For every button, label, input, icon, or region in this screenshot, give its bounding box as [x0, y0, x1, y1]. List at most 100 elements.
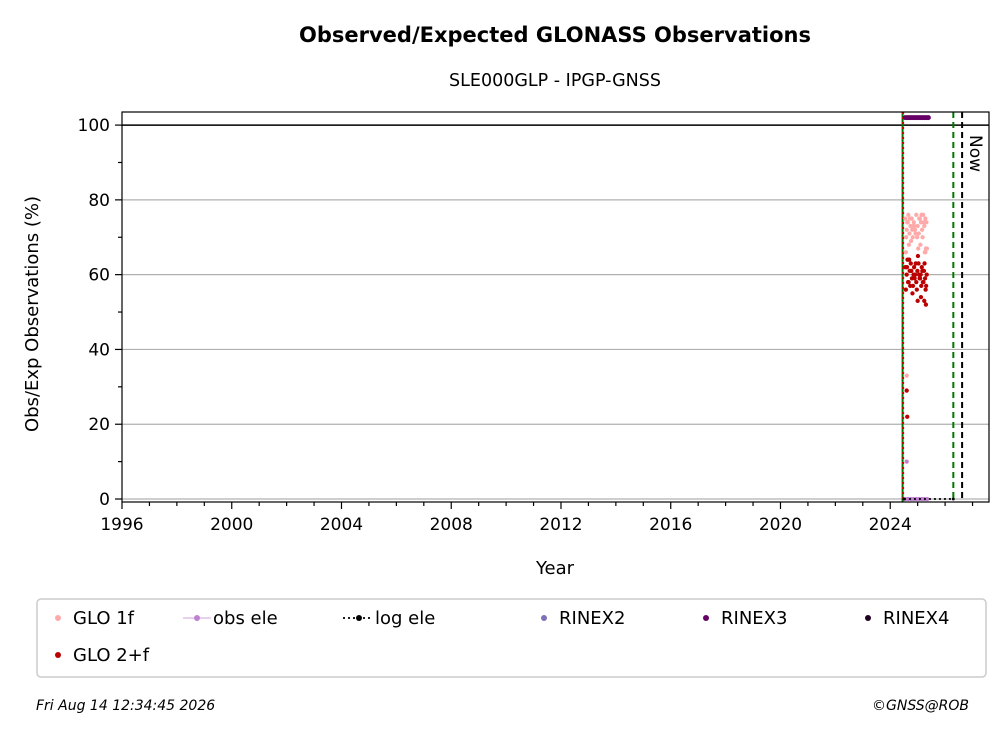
now-label: Now — [965, 135, 985, 172]
x-axis-label: Year — [535, 558, 575, 579]
point-glo-1f — [910, 235, 915, 240]
x-tick-label: 2016 — [649, 515, 692, 535]
point-glo-2-f — [904, 388, 909, 393]
point-glo-2-f — [916, 272, 922, 277]
point-glo-1f — [923, 216, 928, 221]
point-glo-2-f — [921, 279, 926, 285]
point-glo-1f — [916, 246, 921, 251]
y-tick-label: 100 — [78, 116, 110, 136]
x-tick-label: 2020 — [759, 515, 802, 535]
point-glo-2-f — [908, 283, 913, 289]
point-glo-2-f — [905, 279, 911, 285]
point-glo-2-f — [914, 287, 919, 292]
point-log-ele — [951, 497, 955, 501]
point-glo-2-f — [922, 298, 927, 303]
point-glo-2-f — [922, 261, 927, 266]
point-glo-2-f — [912, 276, 917, 281]
point-glo-1f — [907, 216, 913, 221]
x-tick-label: 2024 — [869, 515, 912, 535]
point-glo-1f — [919, 212, 924, 217]
legend-label-rinex3: RINEX3 — [721, 608, 787, 629]
point-glo-1f — [911, 220, 916, 225]
point-glo-1f — [917, 216, 922, 221]
point-glo-2-f — [913, 261, 918, 266]
legend-marker-rinex4 — [865, 615, 871, 621]
legend: GLO 1f obs ele log ele RINEX2 RINEX3 RINEX4 GL… — [55, 608, 949, 666]
point-glo-1f — [920, 235, 925, 240]
legend-marker-rinex3 — [703, 615, 709, 621]
point-glo-1f — [903, 250, 909, 255]
point-glo-2-f — [910, 291, 915, 296]
point-glo-2-f — [904, 265, 910, 270]
legend-box — [36, 598, 987, 678]
point-glo-1f — [904, 373, 909, 378]
point-glo-1f — [910, 227, 915, 232]
x-tick-label: 2000 — [210, 515, 253, 535]
vertical-marker-lines — [901, 112, 964, 502]
legend-label-rinex4: RINEX4 — [883, 608, 949, 629]
point-glo-2-f — [915, 298, 920, 303]
footer-credit: ©GNSS@ROB — [872, 698, 969, 714]
point-glo-1f — [903, 216, 908, 221]
point-glo-2-f — [923, 302, 929, 307]
point-glo-1f — [908, 238, 914, 244]
point-glo-2-f — [911, 265, 917, 270]
legend-marker-glo-1f — [55, 615, 61, 621]
y-tick-label: 80 — [88, 191, 110, 211]
point-glo-2-f — [909, 268, 914, 274]
y-tick-label: 0 — [99, 490, 110, 510]
point-glo-1f — [907, 231, 912, 236]
point-glo-2-f — [923, 287, 928, 292]
legend-label-rinex2: RINEX2 — [559, 608, 625, 629]
point-log-ele — [902, 497, 906, 501]
point-glo-2-f — [917, 276, 923, 281]
y-axis-label: Obs/Exp Observations (%) — [22, 196, 43, 432]
point-glo-1f — [924, 246, 930, 251]
point-obs-ele — [904, 459, 909, 464]
x-tick-label: 2008 — [430, 515, 473, 535]
y-tick-label: 60 — [88, 266, 110, 286]
x-tick-label: 2004 — [320, 515, 363, 535]
point-glo-2-f — [904, 272, 909, 277]
point-glo-1f — [921, 220, 926, 225]
point-rinex3 — [925, 115, 931, 121]
chart-title: Observed/Expected GLONASS Observations — [299, 23, 811, 47]
point-glo-1f — [915, 223, 920, 229]
point-glo-2-f — [915, 268, 920, 274]
point-glo-2-f — [907, 257, 912, 262]
point-glo-1f — [918, 242, 923, 247]
point-glo-1f — [906, 242, 912, 247]
point-obs-ele — [925, 496, 930, 502]
y-tick-label: 40 — [88, 340, 110, 360]
point-glo-1f — [914, 235, 920, 240]
legend-label-glo-1f: GLO 1f — [73, 608, 135, 629]
data-points — [902, 115, 955, 502]
point-glo-1f — [904, 227, 909, 232]
point-glo-2-f — [915, 253, 921, 259]
point-glo-2-f — [920, 268, 925, 274]
point-glo-2-f — [905, 414, 910, 419]
point-glo-1f — [916, 231, 921, 236]
point-glo-2-f — [919, 283, 924, 289]
point-glo-1f — [906, 212, 911, 217]
legend-label-obs-ele: obs ele — [213, 608, 278, 629]
point-glo-2-f — [922, 276, 928, 281]
legend-marker-log-ele — [356, 615, 362, 621]
grid-lines — [122, 124, 989, 500]
footer-timestamp: Fri Aug 14 12:34:45 2026 — [36, 698, 215, 714]
legend-label-log-ele: log ele — [375, 608, 435, 629]
x-tick-label: 2012 — [539, 515, 582, 535]
legend-marker-rinex2 — [541, 615, 547, 621]
plot-frame — [121, 111, 990, 503]
x-tick-label: 1996 — [100, 515, 143, 535]
point-glo-1f — [923, 250, 928, 255]
point-glo-1f — [922, 223, 927, 229]
point-glo-2-f — [911, 272, 916, 277]
legend-label-glo-2-f: GLO 2+f — [73, 645, 150, 666]
point-glo-1f — [914, 212, 919, 217]
chart-subtitle: SLE000GLP - IPGP-GNSS — [449, 71, 661, 91]
point-glo-2-f — [908, 261, 913, 266]
y-axis-ticks: 0 20 40 60 80 100 — [78, 116, 122, 510]
point-glo-2-f — [903, 287, 909, 292]
